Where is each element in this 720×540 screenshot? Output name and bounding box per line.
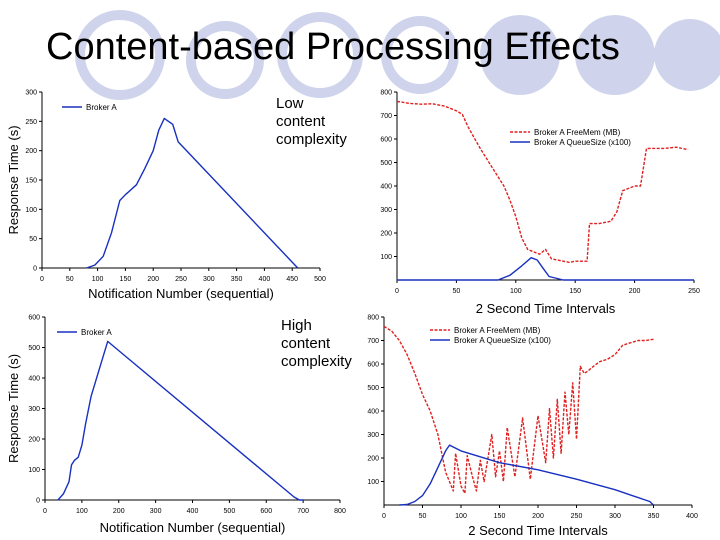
- x-axis-label: Notification Number (sequential): [88, 286, 274, 301]
- note-high-complexity: High content complexity: [281, 317, 352, 371]
- x-tick-label: 300: [203, 276, 215, 283]
- y-tick-label: 250: [25, 119, 37, 126]
- legend-label: Broker A FreeMem (MB): [534, 128, 621, 137]
- y-tick-label: 200: [28, 437, 40, 444]
- x-tick-label: 0: [40, 276, 44, 283]
- y-tick-label: 200: [367, 456, 379, 463]
- y-tick-label: 700: [380, 113, 392, 120]
- note-line: High: [281, 317, 312, 334]
- x-tick-label: 350: [231, 276, 243, 283]
- x-tick-label: 150: [494, 513, 506, 520]
- x-tick-label: 0: [395, 288, 399, 295]
- y-tick-label: 150: [25, 178, 37, 185]
- y-axis-label: Response Time (s): [6, 125, 21, 234]
- x-tick-label: 100: [510, 288, 522, 295]
- x-tick-label: 100: [455, 513, 467, 520]
- legend-label: Broker A FreeMem (MB): [454, 326, 541, 335]
- x-tick-label: 150: [569, 288, 581, 295]
- x-tick-label: 700: [297, 508, 309, 515]
- note-low-complexity: Low content complexity: [276, 95, 347, 149]
- x-tick-label: 500: [224, 508, 236, 515]
- y-tick-label: 800: [380, 90, 392, 97]
- x-tick-label: 250: [688, 288, 700, 295]
- chart-memory-high: 0 50 100 150 200 250 300 350 400 100 200 300 400 500 6…: [367, 315, 698, 539]
- x-tick-label: 100: [76, 508, 88, 515]
- x-tick-label: 400: [686, 513, 698, 520]
- x-tick-label: 250: [571, 513, 583, 520]
- series-line: [383, 325, 654, 495]
- y-tick-label: 200: [380, 231, 392, 238]
- y-tick-label: 100: [28, 467, 40, 474]
- series-line: [396, 100, 689, 264]
- x-tick-label: 200: [113, 508, 125, 515]
- note-line: content: [276, 113, 326, 130]
- x-axis-label: Notification Number (sequential): [100, 520, 286, 535]
- legend-label: Broker A QueueSize (x100): [534, 138, 631, 147]
- x-tick-label: 50: [66, 276, 74, 283]
- x-tick-label: 200: [532, 513, 544, 520]
- y-tick-label: 100: [25, 207, 37, 214]
- note-line: content: [281, 335, 331, 352]
- chart-memory-low: 0 50 100 150 200 250 100 200 300 400 500 600 700 800 2…: [380, 90, 700, 317]
- y-tick-label: 500: [367, 385, 379, 392]
- x-tick-label: 50: [453, 288, 461, 295]
- x-tick-label: 0: [43, 508, 47, 515]
- x-tick-label: 50: [419, 513, 427, 520]
- y-tick-label: 200: [25, 148, 37, 155]
- y-tick-label: 100: [380, 254, 392, 261]
- x-tick-label: 200: [147, 276, 159, 283]
- y-tick-label: 600: [367, 362, 379, 369]
- series-line: [86, 117, 299, 269]
- y-tick-label: 700: [367, 338, 379, 345]
- y-tick-label: 0: [33, 266, 37, 273]
- legend-label: Broker A QueueSize (x100): [454, 336, 551, 345]
- y-tick-label: 600: [28, 315, 40, 322]
- y-tick-label: 500: [28, 345, 40, 352]
- y-tick-label: 300: [28, 406, 40, 413]
- legend-label: Broker A: [81, 328, 112, 337]
- y-tick-label: 800: [367, 315, 379, 322]
- y-tick-label: 300: [367, 432, 379, 439]
- x-tick-label: 300: [150, 508, 162, 515]
- legend-label: Broker A: [86, 103, 117, 112]
- y-tick-label: 400: [380, 184, 392, 191]
- x-tick-label: 800: [334, 508, 346, 515]
- x-tick-label: 600: [260, 508, 272, 515]
- x-tick-label: 350: [648, 513, 660, 520]
- y-axis-label: Response Time (s): [6, 354, 21, 463]
- y-tick-label: 50: [29, 236, 37, 243]
- series-line: [397, 256, 694, 281]
- y-tick-label: 600: [380, 137, 392, 144]
- x-tick-label: 400: [259, 276, 271, 283]
- y-tick-label: 100: [367, 479, 379, 486]
- decorative-circles: [75, 10, 720, 100]
- x-tick-label: 100: [92, 276, 104, 283]
- y-tick-label: 400: [28, 376, 40, 383]
- note-line: complexity: [276, 131, 347, 148]
- y-tick-label: 500: [380, 160, 392, 167]
- note-line: complexity: [281, 353, 352, 370]
- x-tick-label: 0: [382, 513, 386, 520]
- slide-title: Content-based Processing Effects: [46, 26, 620, 68]
- x-tick-label: 400: [187, 508, 199, 515]
- x-tick-label: 250: [175, 276, 187, 283]
- y-tick-label: 400: [367, 409, 379, 416]
- x-axis-label: 2 Second Time Intervals: [476, 301, 616, 316]
- y-tick-label: 300: [25, 90, 37, 97]
- y-tick-label: 300: [380, 207, 392, 214]
- chart-response-high: 0 100 200 300 400 500 600 700 800 0 100 200 300 400 50…: [6, 315, 346, 536]
- chart-response-low: 0 50 100 150 200 250 300 350 400 450 500 0 50 100 150 2…: [6, 90, 326, 302]
- x-tick-label: 450: [286, 276, 298, 283]
- series-line: [399, 444, 654, 506]
- series-line: [57, 340, 304, 501]
- x-tick-label: 300: [609, 513, 621, 520]
- x-tick-label: 500: [314, 276, 326, 283]
- y-tick-label: 0: [36, 498, 40, 505]
- x-tick-label: 200: [629, 288, 641, 295]
- note-line: Low: [276, 95, 304, 112]
- x-tick-label: 150: [120, 276, 132, 283]
- x-axis-label: 2 Second Time Intervals: [468, 523, 608, 538]
